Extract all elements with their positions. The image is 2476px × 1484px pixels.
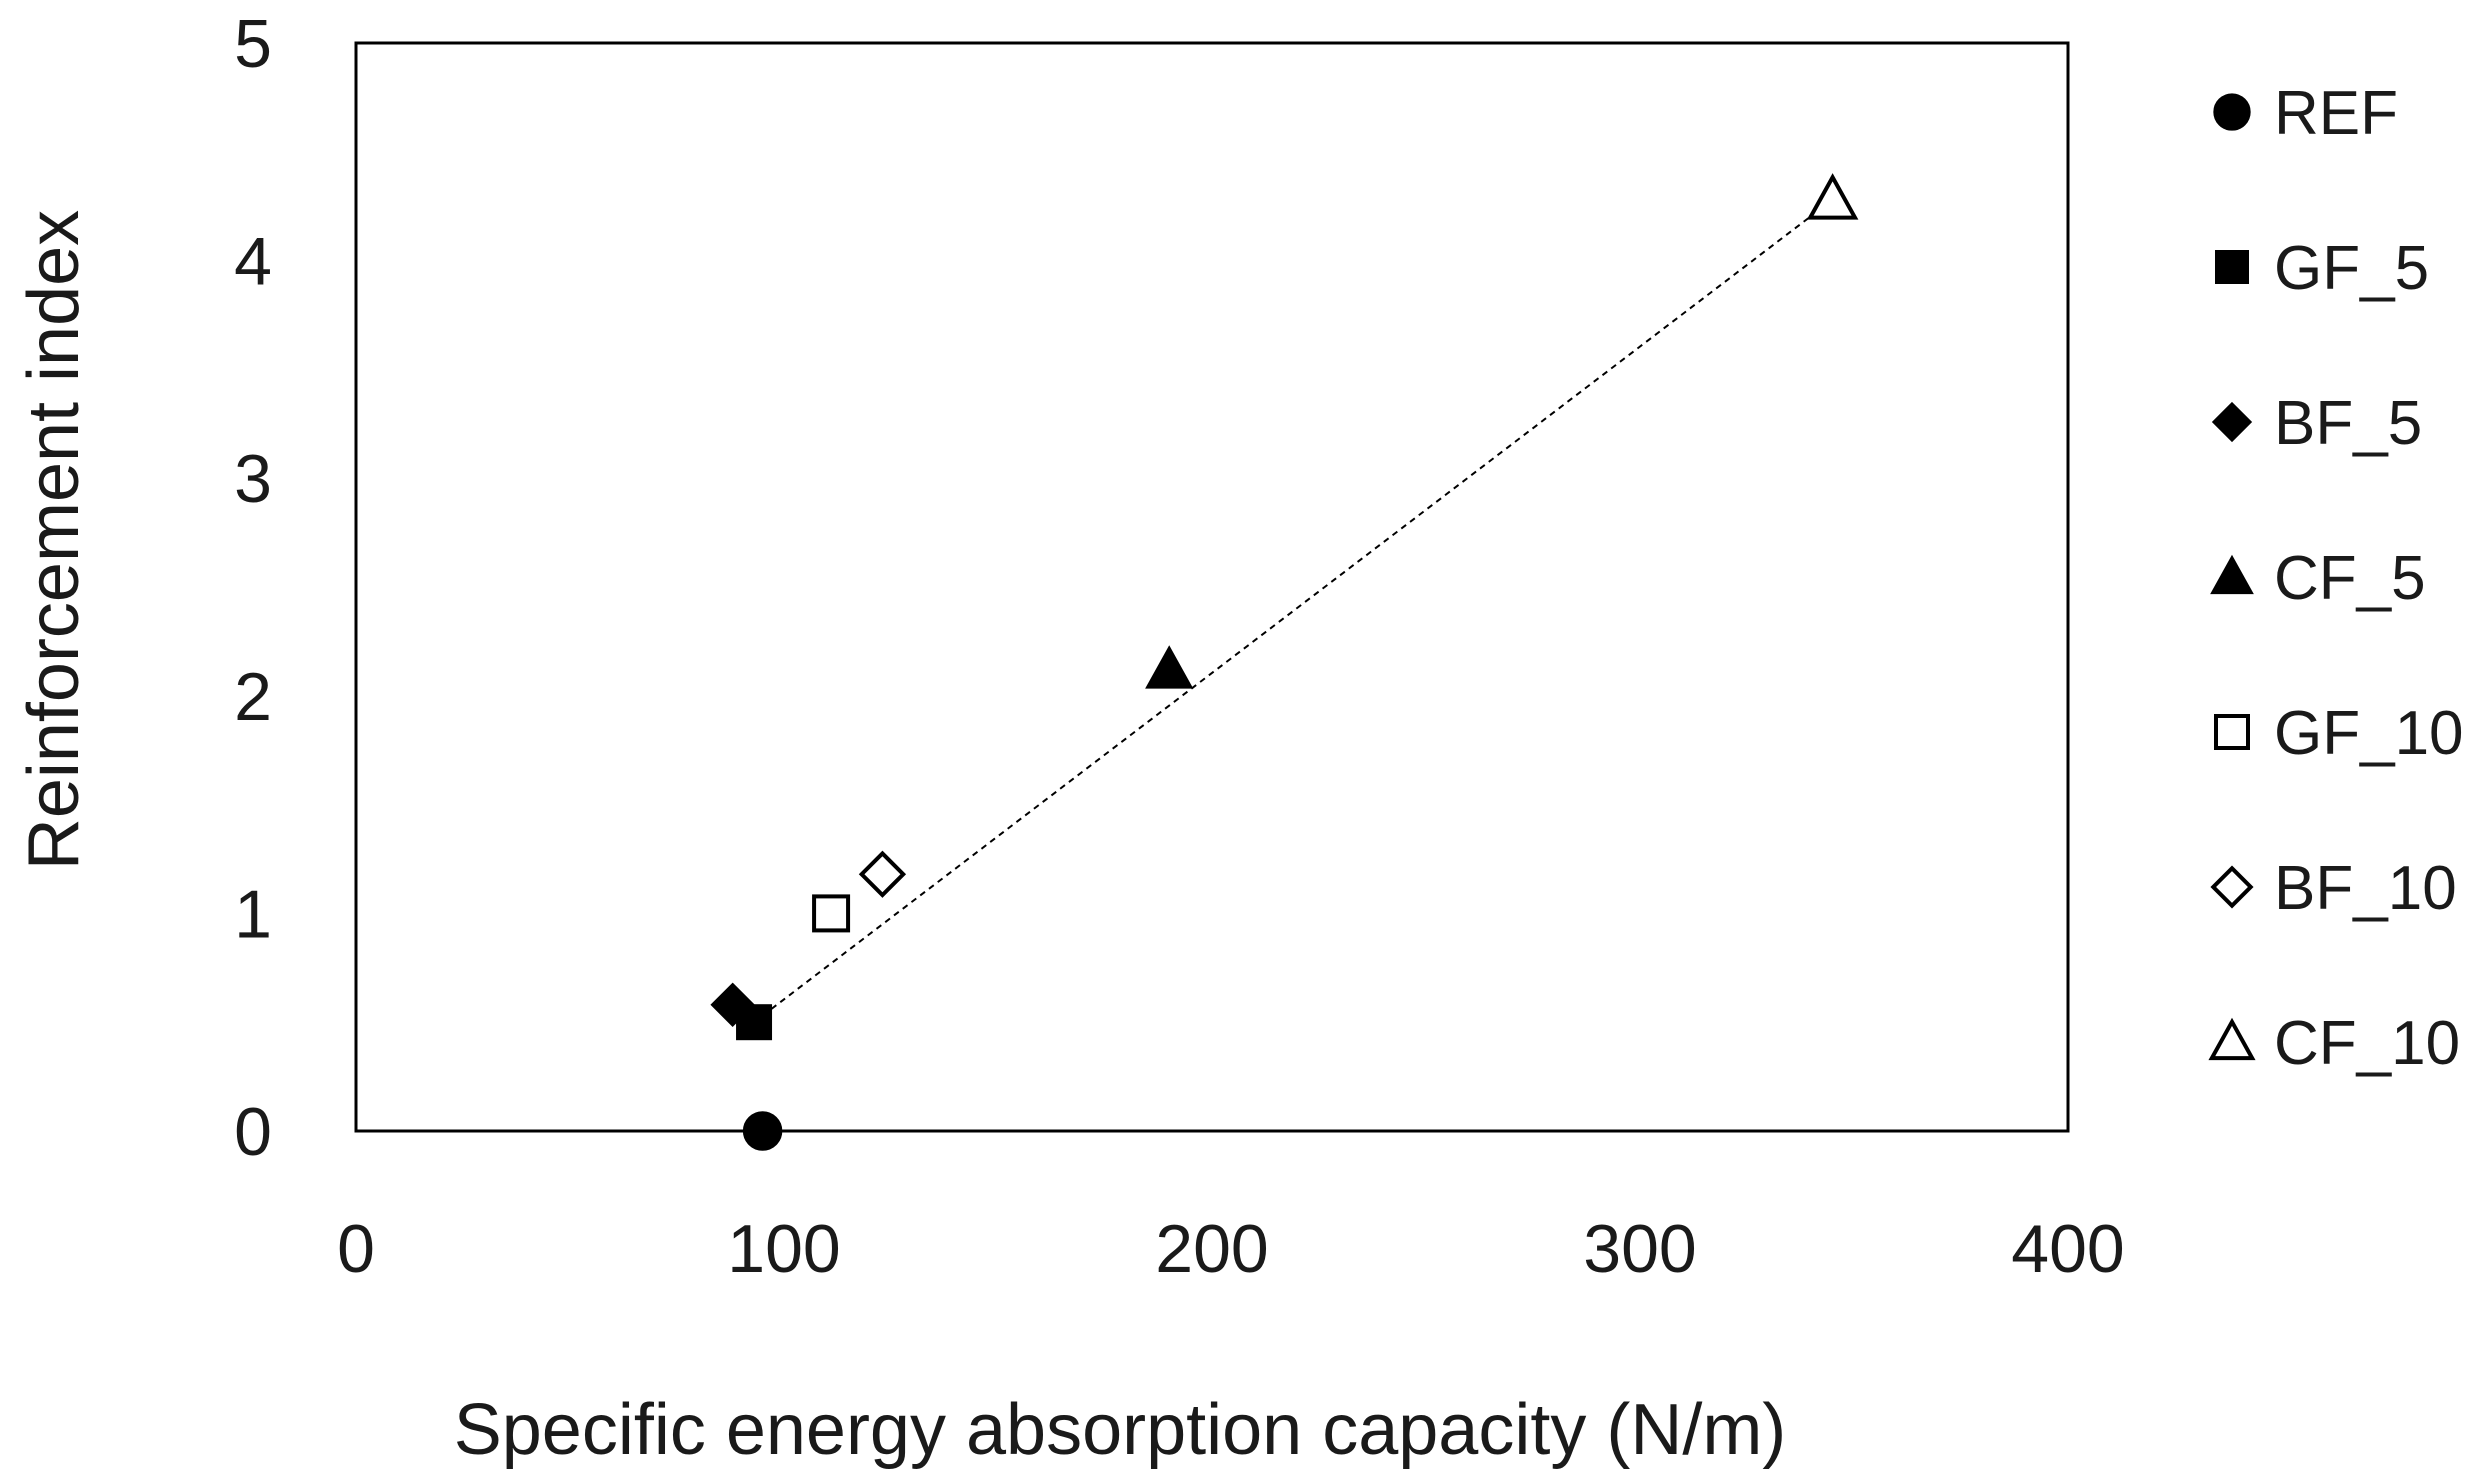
- data-point-cf-10: [1806, 173, 1859, 220]
- legend-marker-gf-5: [2215, 250, 2249, 284]
- x-tick-label-200: 200: [1155, 1211, 1268, 1287]
- legend: REF GF_5 BF_5 CF_5 GF_10 BF_10 CF_10: [2208, 79, 2464, 1078]
- y-axis-title: Reinforcement index: [14, 210, 94, 870]
- data-points: [710, 173, 1859, 1151]
- legend-marker-gf-10: [2214, 714, 2250, 750]
- y-tick-label-4: 4: [234, 224, 272, 300]
- y-tick-label-3: 3: [234, 441, 272, 517]
- legend-label-gf-5: GF_5: [2274, 234, 2429, 303]
- x-axis-title: Specific energy absorption capacity (N/m…: [454, 1390, 1787, 1470]
- y-tick-label-5: 5: [234, 6, 272, 82]
- x-tick-labels: 0 100 200 300 400: [337, 1211, 2125, 1287]
- legend-marker-ref: [2213, 93, 2251, 131]
- data-point-bf-5: [710, 982, 755, 1028]
- x-tick-label-400: 400: [2011, 1211, 2124, 1287]
- data-point-ref: [742, 1111, 783, 1151]
- legend-marker-cf-5: [2210, 554, 2254, 595]
- data-point-bf-10: [858, 850, 907, 898]
- x-tick-label-300: 300: [1583, 1211, 1696, 1287]
- data-point-gf-10: [812, 894, 851, 933]
- legend-label-cf-10: CF_10: [2274, 1009, 2460, 1078]
- y-tick-label-0: 0: [234, 1094, 272, 1170]
- legend-label-bf-10: BF_10: [2274, 854, 2457, 923]
- legend-label-ref: REF: [2274, 79, 2398, 148]
- x-tick-label-0: 0: [337, 1211, 375, 1287]
- legend-marker-cf-10: [2208, 1017, 2256, 1061]
- plot-area: [354, 41, 2070, 1133]
- y-tick-labels: 0 1 2 3 4 5: [234, 6, 272, 1170]
- y-tick-label-2: 2: [234, 659, 272, 735]
- data-point-cf-5: [1145, 645, 1194, 689]
- legend-label-bf-5: BF_5: [2274, 389, 2422, 458]
- y-tick-label-1: 1: [234, 876, 272, 952]
- legend-label-cf-5: CF_5: [2274, 544, 2426, 613]
- legend-label-gf-10: GF_10: [2274, 699, 2464, 768]
- x-tick-label-100: 100: [727, 1211, 840, 1287]
- legend-marker-bf-5: [2211, 401, 2253, 443]
- legend-marker-bf-10: [2210, 865, 2254, 909]
